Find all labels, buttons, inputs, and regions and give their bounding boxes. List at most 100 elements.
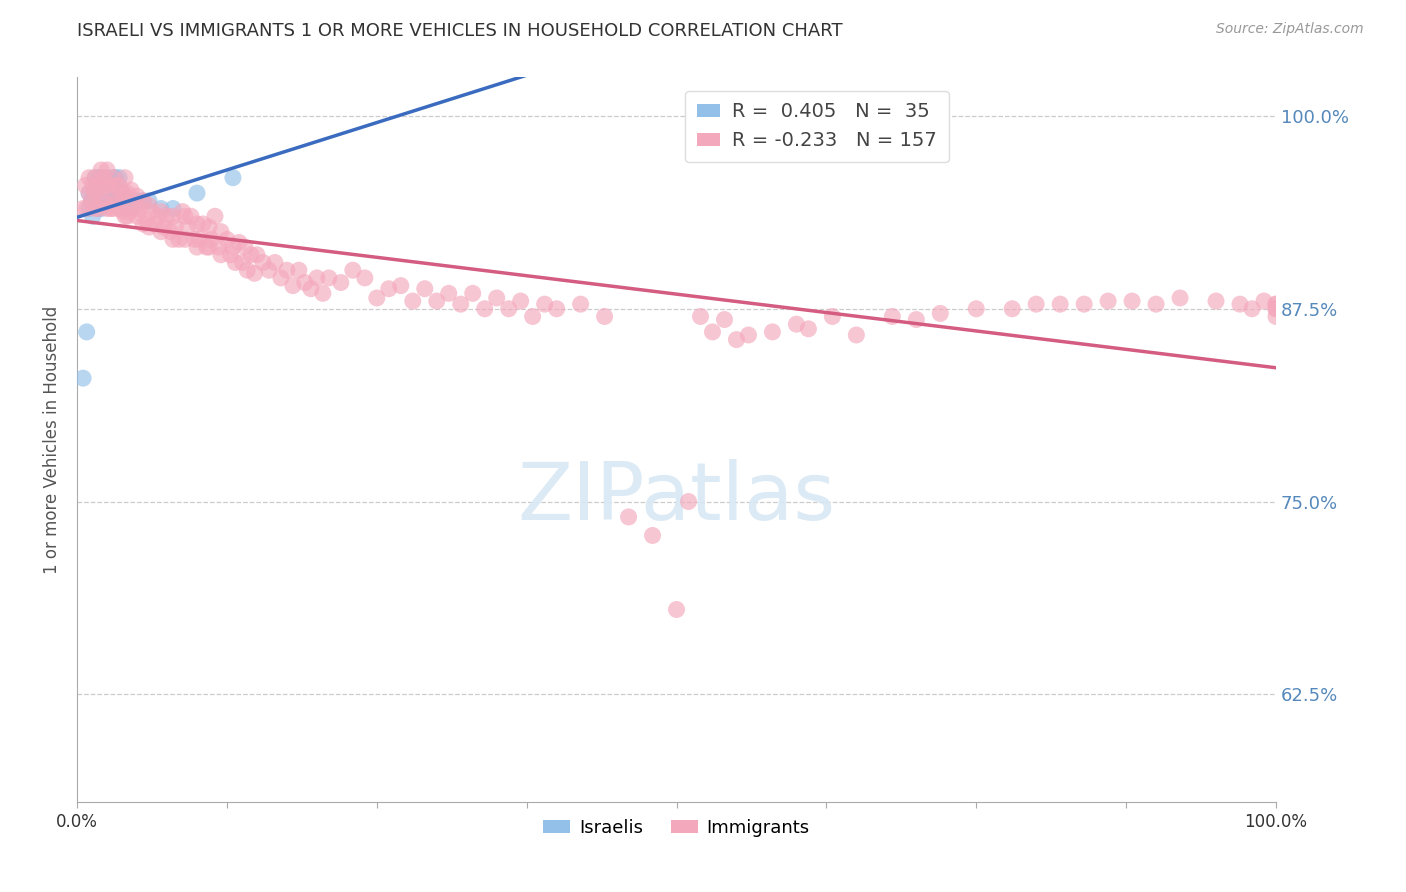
- Point: [150, 225, 173, 239]
- Point: [641, 528, 664, 542]
- Point: [183, 232, 205, 246]
- Point: [96, 194, 118, 208]
- Point: [120, 202, 142, 216]
- Point: [413, 282, 436, 296]
- Point: [77, 202, 100, 216]
- Point: [617, 510, 640, 524]
- Point: [329, 276, 352, 290]
- Point: [1240, 301, 1263, 316]
- Point: [209, 225, 232, 239]
- Point: [125, 209, 148, 223]
- Point: [100, 178, 122, 193]
- Point: [72, 202, 94, 216]
- Point: [426, 294, 449, 309]
- Point: [135, 214, 157, 228]
- Point: [138, 194, 160, 208]
- Point: [224, 255, 246, 269]
- Text: ZIPatlas: ZIPatlas: [517, 458, 835, 537]
- Point: [232, 255, 254, 269]
- Point: [176, 220, 198, 235]
- Point: [101, 170, 124, 185]
- Legend: Israelis, Immigrants: Israelis, Immigrants: [536, 812, 817, 844]
- Point: [1168, 291, 1191, 305]
- Point: [294, 276, 316, 290]
- Point: [108, 202, 131, 216]
- Point: [785, 317, 807, 331]
- Point: [450, 297, 472, 311]
- Point: [159, 225, 181, 239]
- Point: [93, 194, 115, 208]
- Point: [270, 271, 292, 285]
- Point: [191, 217, 214, 231]
- Point: [195, 240, 218, 254]
- Point: [138, 220, 160, 235]
- Point: [104, 178, 127, 193]
- Point: [498, 301, 520, 316]
- Point: [1001, 301, 1024, 316]
- Point: [474, 301, 496, 316]
- Point: [132, 194, 155, 208]
- Point: [75, 178, 97, 193]
- Point: [87, 178, 110, 193]
- Point: [1229, 297, 1251, 311]
- Text: Source: ZipAtlas.com: Source: ZipAtlas.com: [1216, 22, 1364, 37]
- Point: [188, 232, 211, 246]
- Point: [929, 306, 952, 320]
- Point: [533, 297, 555, 311]
- Point: [702, 325, 724, 339]
- Point: [77, 170, 100, 185]
- Point: [281, 278, 304, 293]
- Point: [96, 163, 118, 178]
- Point: [239, 248, 262, 262]
- Point: [461, 286, 484, 301]
- Point: [96, 202, 118, 216]
- Point: [215, 232, 238, 246]
- Point: [180, 209, 202, 223]
- Point: [84, 186, 107, 200]
- Point: [485, 291, 508, 305]
- Point: [80, 194, 103, 208]
- Point: [522, 310, 544, 324]
- Point: [72, 371, 94, 385]
- Point: [117, 194, 139, 208]
- Point: [84, 170, 107, 185]
- Point: [100, 194, 122, 208]
- Point: [761, 325, 783, 339]
- Point: [111, 186, 134, 200]
- Point: [252, 255, 274, 269]
- Point: [148, 209, 170, 223]
- Point: [1265, 310, 1288, 324]
- Point: [104, 194, 127, 208]
- Point: [737, 328, 759, 343]
- Point: [108, 186, 131, 200]
- Point: [312, 286, 335, 301]
- Point: [141, 204, 163, 219]
- Point: [198, 240, 221, 254]
- Point: [222, 170, 245, 185]
- Point: [689, 310, 711, 324]
- Point: [101, 170, 124, 185]
- Point: [93, 170, 115, 185]
- Point: [174, 232, 197, 246]
- Point: [1265, 297, 1288, 311]
- Y-axis label: 1 or more Vehicles in Household: 1 or more Vehicles in Household: [44, 306, 60, 574]
- Point: [104, 170, 127, 185]
- Point: [82, 178, 104, 193]
- Point: [1253, 294, 1275, 309]
- Point: [80, 194, 103, 208]
- Point: [93, 194, 115, 208]
- Point: [105, 194, 128, 208]
- Point: [965, 301, 987, 316]
- Point: [222, 240, 245, 254]
- Point: [207, 240, 229, 254]
- Point: [108, 178, 131, 193]
- Point: [162, 209, 184, 223]
- Point: [90, 163, 112, 178]
- Point: [150, 202, 173, 216]
- Point: [200, 232, 222, 246]
- Point: [1097, 294, 1119, 309]
- Point: [90, 194, 112, 208]
- Point: [186, 240, 208, 254]
- Point: [276, 263, 298, 277]
- Point: [100, 178, 122, 193]
